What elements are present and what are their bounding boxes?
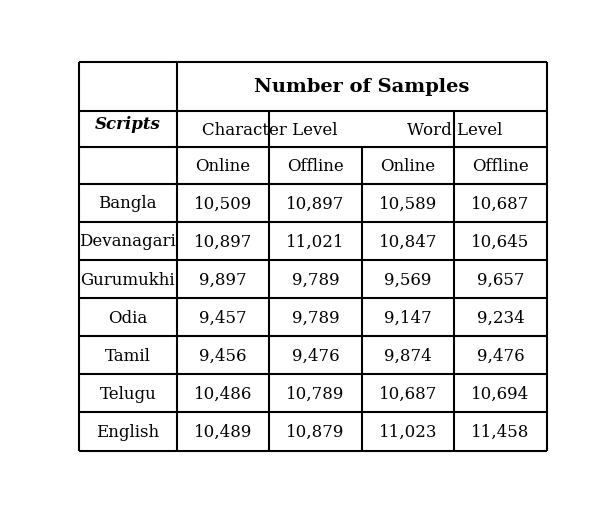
Text: 10,486: 10,486 bbox=[194, 385, 253, 402]
Text: Odia: Odia bbox=[108, 309, 148, 326]
Text: 11,023: 11,023 bbox=[379, 423, 437, 440]
Text: Gurumukhi: Gurumukhi bbox=[81, 271, 175, 288]
Text: 10,879: 10,879 bbox=[286, 423, 345, 440]
Text: Tamil: Tamil bbox=[105, 347, 151, 364]
Text: Character Level: Character Level bbox=[201, 121, 337, 138]
Text: 10,509: 10,509 bbox=[194, 195, 253, 212]
Text: 11,021: 11,021 bbox=[286, 233, 345, 250]
Text: 9,897: 9,897 bbox=[199, 271, 247, 288]
Text: 10,687: 10,687 bbox=[472, 195, 529, 212]
Text: Word Level: Word Level bbox=[406, 121, 502, 138]
Text: 10,897: 10,897 bbox=[194, 233, 253, 250]
Text: 9,476: 9,476 bbox=[292, 347, 339, 364]
Text: 9,234: 9,234 bbox=[476, 309, 524, 326]
Text: 10,589: 10,589 bbox=[379, 195, 437, 212]
Text: Number of Samples: Number of Samples bbox=[254, 78, 470, 96]
Text: 9,789: 9,789 bbox=[292, 309, 339, 326]
Text: 10,645: 10,645 bbox=[472, 233, 529, 250]
Text: 9,147: 9,147 bbox=[384, 309, 432, 326]
Text: 10,897: 10,897 bbox=[286, 195, 345, 212]
Text: 9,657: 9,657 bbox=[476, 271, 524, 288]
Text: 9,457: 9,457 bbox=[199, 309, 247, 326]
Text: Devanagari: Devanagari bbox=[79, 233, 176, 250]
Text: Bangla: Bangla bbox=[98, 195, 157, 212]
Text: Offline: Offline bbox=[472, 158, 529, 175]
Text: 9,569: 9,569 bbox=[384, 271, 432, 288]
Text: Online: Online bbox=[381, 158, 436, 175]
Text: 10,789: 10,789 bbox=[286, 385, 345, 402]
Text: Online: Online bbox=[196, 158, 251, 175]
Text: 9,456: 9,456 bbox=[199, 347, 247, 364]
Text: 11,458: 11,458 bbox=[472, 423, 529, 440]
Text: 10,687: 10,687 bbox=[379, 385, 437, 402]
Text: 9,789: 9,789 bbox=[292, 271, 339, 288]
Text: Scripts: Scripts bbox=[95, 115, 160, 132]
Text: 9,874: 9,874 bbox=[384, 347, 432, 364]
Text: 10,694: 10,694 bbox=[472, 385, 529, 402]
Text: English: English bbox=[96, 423, 159, 440]
Text: Telugu: Telugu bbox=[99, 385, 156, 402]
Text: 9,476: 9,476 bbox=[476, 347, 524, 364]
Text: Offline: Offline bbox=[287, 158, 344, 175]
Text: 10,489: 10,489 bbox=[194, 423, 253, 440]
Text: 10,847: 10,847 bbox=[379, 233, 437, 250]
